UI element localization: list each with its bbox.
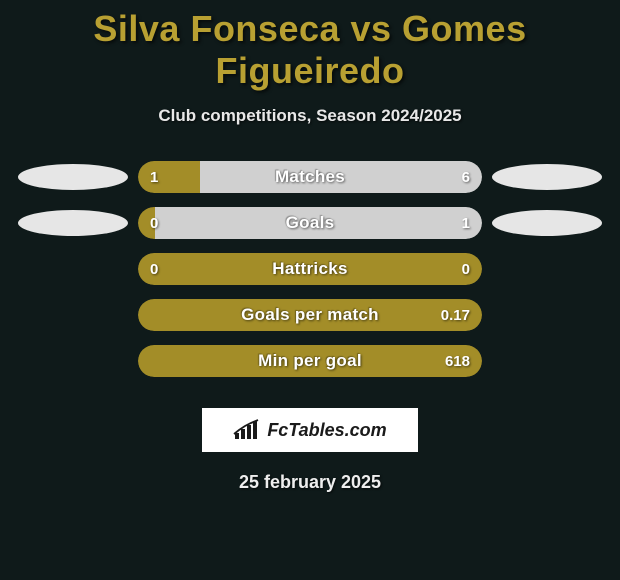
stat-row: 16Matches <box>0 154 620 200</box>
date: 25 february 2025 <box>0 472 620 493</box>
player-left-oval <box>18 164 128 190</box>
oval-spacer <box>18 302 128 328</box>
oval-spacer <box>492 256 602 282</box>
stat-row: 618Min per goal <box>0 338 620 384</box>
oval-spacer <box>18 348 128 374</box>
stat-label: Matches <box>138 161 482 193</box>
stat-label: Hattricks <box>138 253 482 285</box>
stat-bar: 00Hattricks <box>138 253 482 285</box>
oval-spacer <box>492 348 602 374</box>
oval-spacer <box>18 256 128 282</box>
stat-bar: 16Matches <box>138 161 482 193</box>
stat-bar: 618Min per goal <box>138 345 482 377</box>
stat-row: 0.17Goals per match <box>0 292 620 338</box>
oval-spacer <box>492 302 602 328</box>
logo-text: FcTables.com <box>267 420 386 441</box>
subtitle: Club competitions, Season 2024/2025 <box>0 106 620 126</box>
player-right-oval <box>492 210 602 236</box>
stat-bar: 0.17Goals per match <box>138 299 482 331</box>
page-title: Silva Fonseca vs Gomes Figueiredo <box>0 0 620 92</box>
stat-row: 00Hattricks <box>0 246 620 292</box>
player-right-oval <box>492 164 602 190</box>
stat-label: Goals <box>138 207 482 239</box>
player-left-oval <box>18 210 128 236</box>
logo-box: FcTables.com <box>202 408 418 452</box>
stat-label: Goals per match <box>138 299 482 331</box>
stats-rows: 16Matches 01Goals 00Hattricks 0.17Goals per… <box>0 154 620 384</box>
stat-row: 01Goals <box>0 200 620 246</box>
stat-label: Min per goal <box>138 345 482 377</box>
stat-bar: 01Goals <box>138 207 482 239</box>
bar-chart-icon <box>233 419 261 441</box>
